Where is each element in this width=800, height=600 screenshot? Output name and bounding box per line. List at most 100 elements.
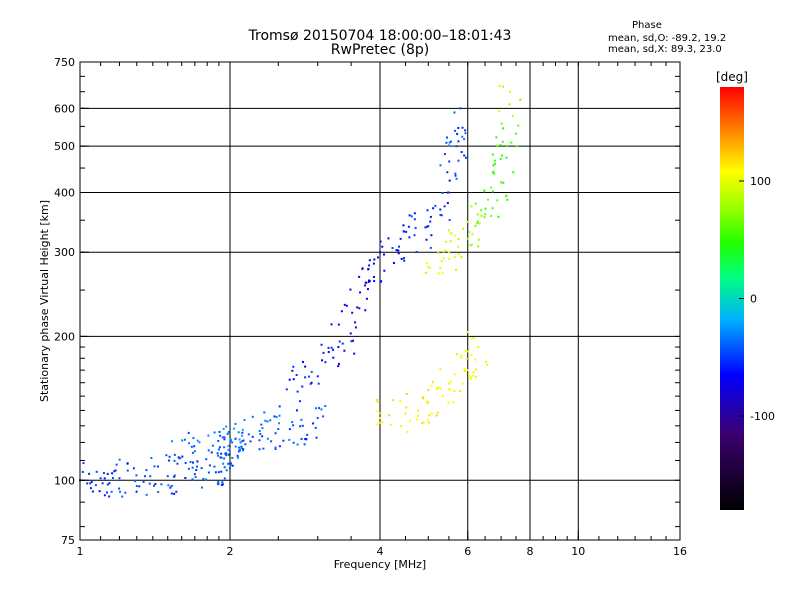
data-point (191, 451, 194, 454)
colorbar: [deg] 100 0 -100 (716, 70, 775, 510)
data-point (220, 470, 223, 473)
data-point (487, 198, 490, 201)
data-point (439, 367, 442, 370)
data-point (292, 424, 295, 427)
x-tick-label: 16 (673, 545, 687, 558)
data-point (461, 135, 464, 138)
data-point (404, 412, 407, 415)
data-point (292, 441, 295, 444)
data-point (296, 390, 299, 393)
data-point (395, 249, 398, 252)
data-point (227, 444, 230, 447)
data-point (455, 353, 458, 356)
data-point (106, 491, 109, 494)
data-point (446, 171, 449, 174)
data-point (372, 276, 375, 279)
data-point (350, 340, 353, 343)
data-point (260, 423, 263, 426)
data-point (443, 205, 446, 208)
data-point (426, 400, 429, 403)
data-point (441, 394, 444, 397)
data-point (392, 399, 395, 402)
data-point (332, 356, 335, 359)
data-point (191, 466, 194, 469)
data-point (409, 419, 412, 422)
data-point (484, 213, 487, 216)
data-point (300, 418, 303, 421)
colorbar-tick-label: 100 (750, 175, 771, 188)
data-point (440, 259, 443, 262)
data-point (81, 470, 84, 473)
x-tick-label: 10 (571, 545, 585, 558)
data-point (227, 453, 230, 456)
data-point (156, 465, 159, 468)
data-point (448, 258, 451, 261)
data-point (126, 469, 129, 472)
data-point (405, 392, 408, 395)
data-point (119, 490, 122, 493)
data-point (314, 426, 317, 429)
data-point (229, 464, 232, 467)
data-point (184, 476, 187, 479)
y-tick-label: 400 (54, 186, 75, 199)
y-tick-label: 75 (61, 534, 75, 547)
data-point (345, 304, 348, 307)
data-point (500, 122, 503, 125)
data-point (165, 454, 168, 457)
data-point (474, 358, 477, 361)
data-point (160, 483, 163, 486)
y-tick-label: 600 (54, 102, 75, 115)
data-point (447, 251, 450, 254)
data-point (351, 311, 354, 314)
data-point (373, 280, 376, 283)
data-point (500, 154, 503, 157)
data-point (153, 465, 156, 468)
data-point (173, 475, 176, 478)
data-point (108, 482, 111, 485)
data-point (449, 240, 452, 243)
data-point (417, 409, 420, 412)
data-point (213, 431, 216, 434)
data-point (241, 434, 244, 437)
data-point (330, 346, 333, 349)
data-point (173, 474, 176, 477)
data-point (291, 421, 294, 424)
data-point (424, 271, 427, 274)
data-point (292, 365, 295, 368)
data-point (106, 483, 109, 486)
data-point (181, 439, 184, 442)
data-point (466, 237, 469, 240)
data-point (228, 448, 231, 451)
data-point (476, 213, 479, 216)
data-point (429, 220, 432, 223)
data-point (145, 493, 148, 496)
data-point (207, 449, 210, 452)
y-tick-label: 750 (54, 56, 75, 69)
data-point (413, 212, 416, 215)
data-point (177, 456, 180, 459)
data-point (486, 363, 489, 366)
data-point (437, 251, 440, 254)
data-point (427, 225, 430, 228)
y-tick-label: 500 (54, 140, 75, 153)
data-point (463, 367, 466, 370)
data-point (379, 416, 381, 419)
data-point (452, 401, 455, 404)
data-point (301, 424, 304, 427)
data-point (406, 430, 409, 433)
data-point (501, 127, 504, 130)
data-point (258, 439, 261, 442)
colorbar-label: [deg] (716, 70, 748, 84)
data-point (225, 469, 228, 472)
data-point (453, 234, 456, 237)
data-point (234, 422, 237, 425)
data-point (225, 425, 228, 428)
data-point (187, 467, 190, 470)
data-point (408, 214, 411, 217)
data-point (448, 179, 451, 182)
data-point (368, 264, 371, 267)
data-point (196, 460, 199, 463)
data-point (102, 472, 105, 475)
chart-title: Tromsø 20150704 18:00:00–18:01:43 (248, 28, 512, 44)
